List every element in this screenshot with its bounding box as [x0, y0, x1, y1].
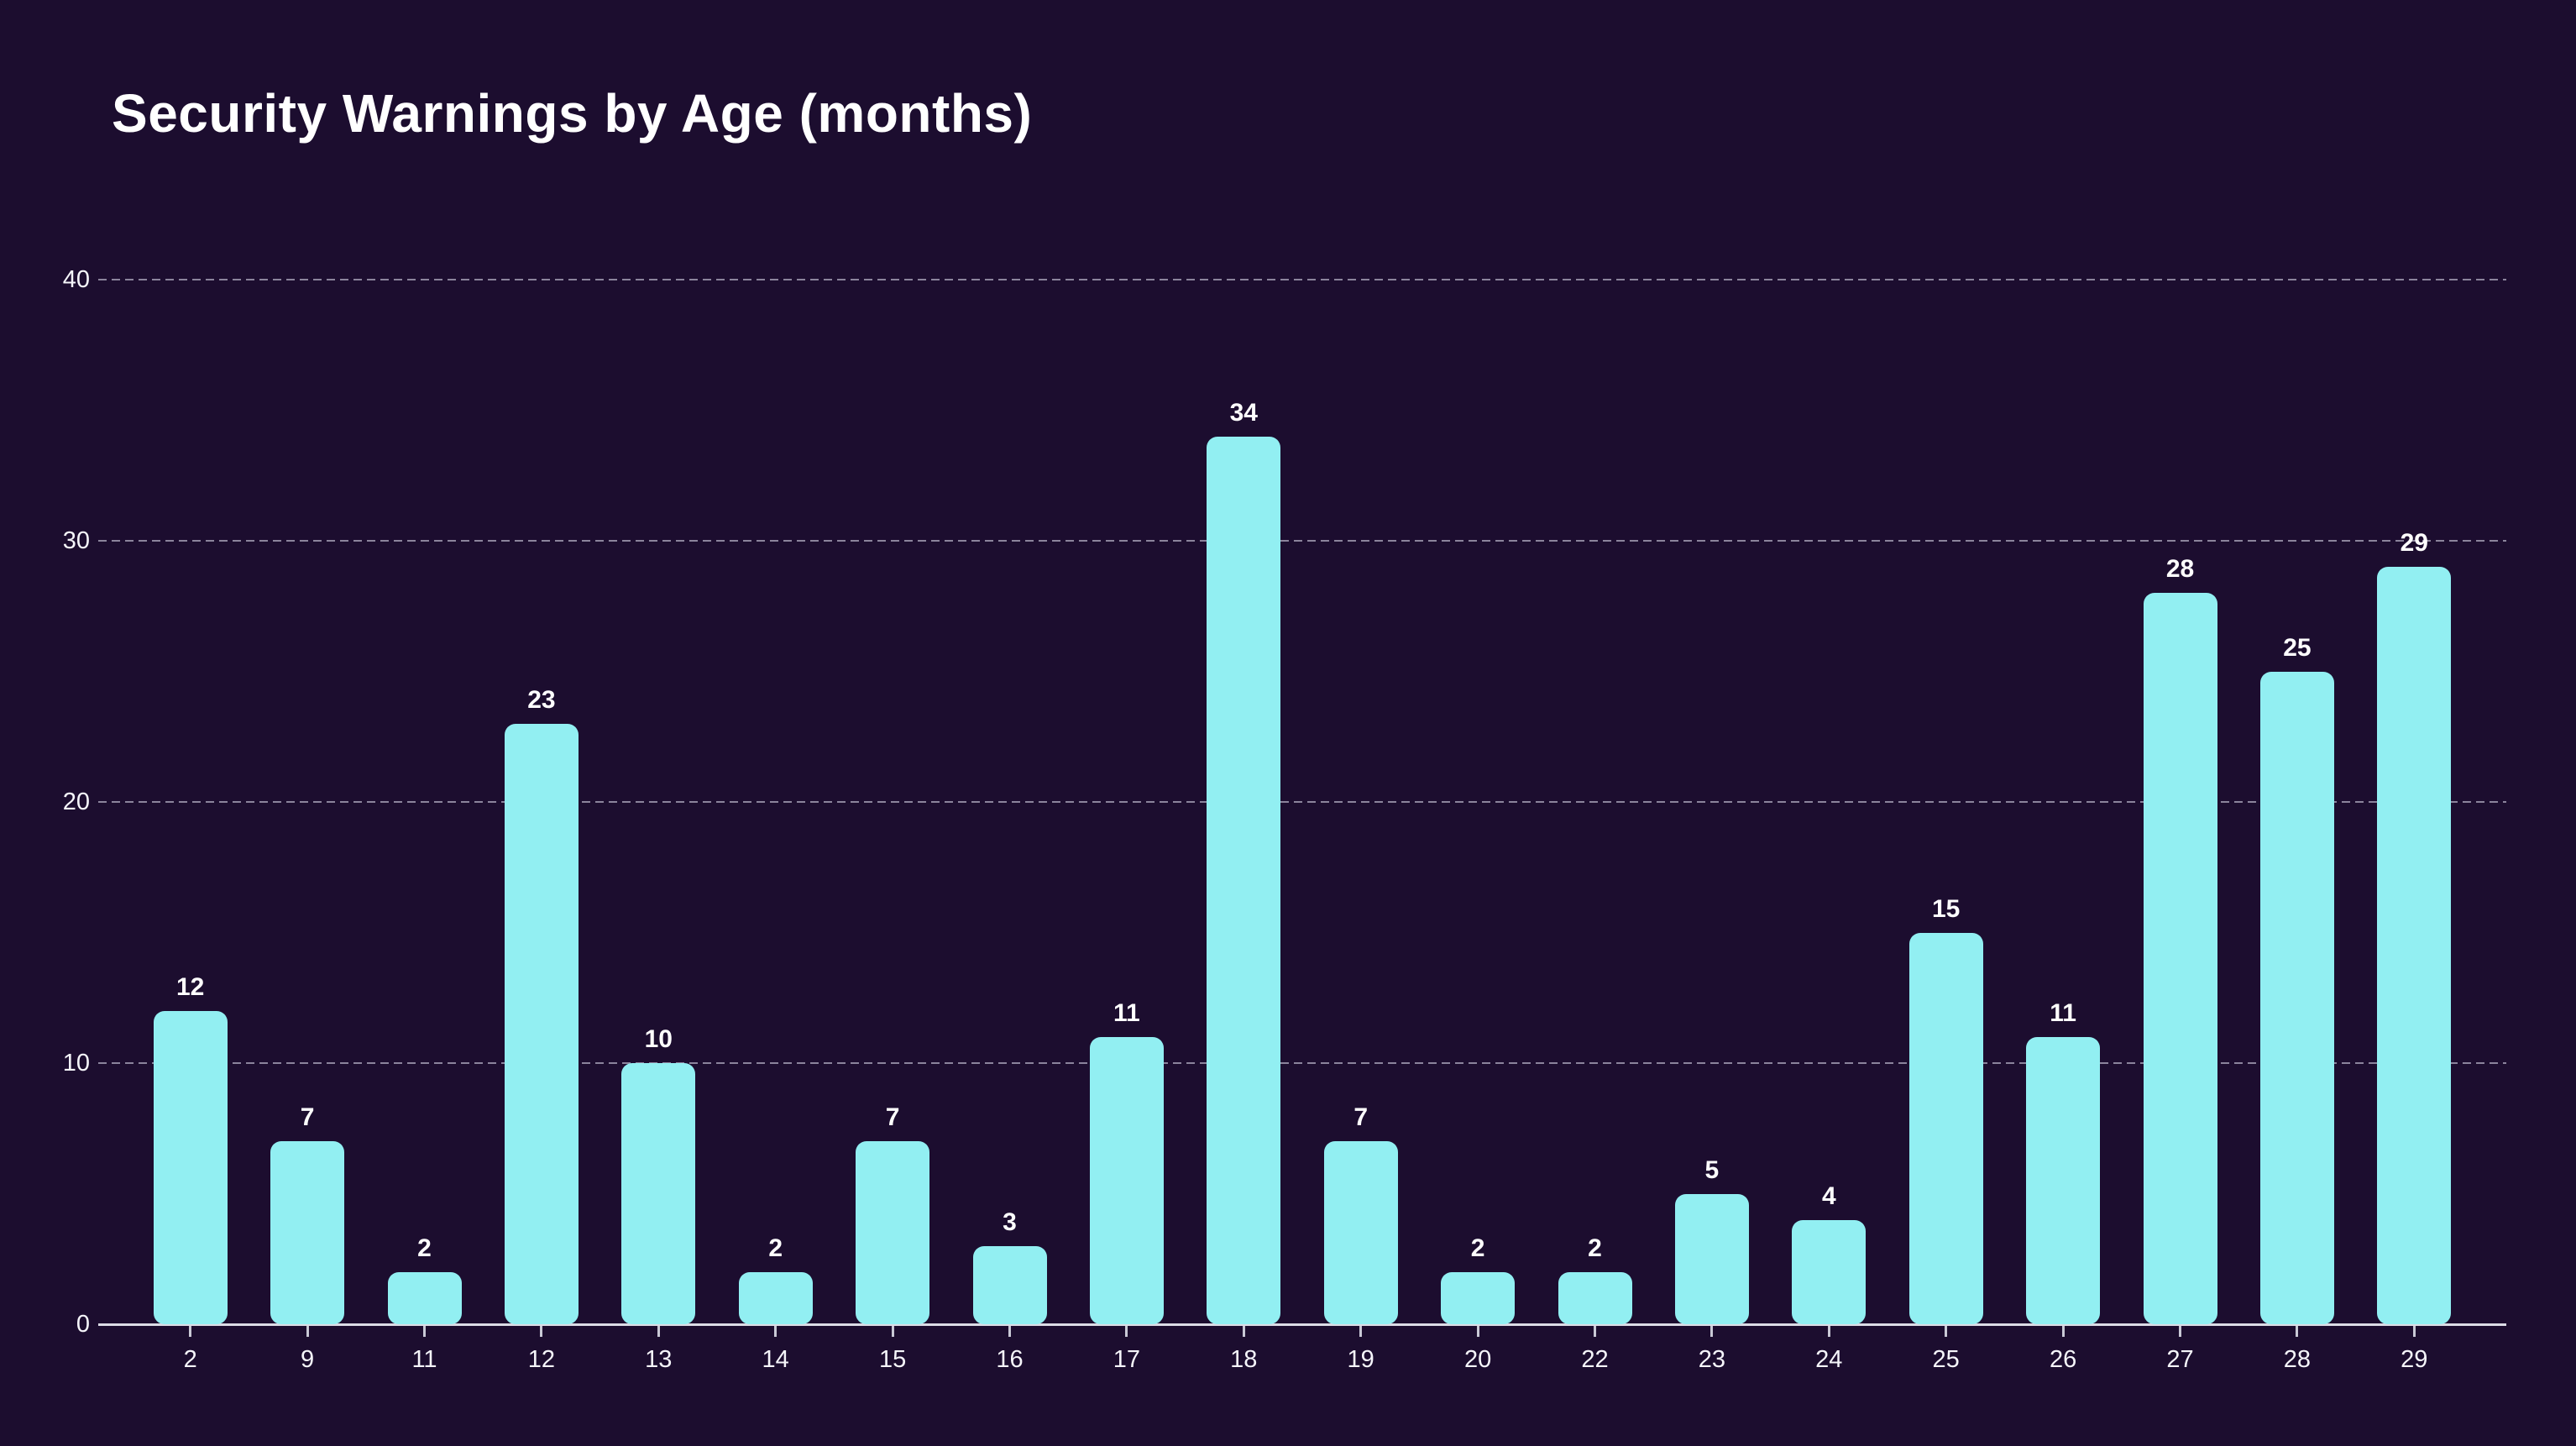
bar	[504, 723, 579, 1324]
x-tick-mark	[1945, 1326, 1948, 1337]
bar-value-label: 2	[768, 1234, 783, 1262]
y-tick-label: 40	[62, 266, 90, 293]
y-tick-label: 10	[62, 1050, 90, 1077]
x-tick-mark	[306, 1326, 309, 1337]
x-tick-mark	[1827, 1326, 1830, 1337]
x-tick-mark	[2061, 1326, 2065, 1337]
x-tick-label: 2	[183, 1346, 197, 1373]
bar	[1207, 436, 1281, 1324]
bar-value-label: 15	[1932, 894, 1961, 923]
x-tick-label: 15	[878, 1346, 907, 1373]
y-tick-label: 20	[62, 788, 90, 815]
bar	[153, 1010, 228, 1324]
x-tick-label: 12	[527, 1346, 556, 1373]
y-tick-label: 0	[76, 1311, 90, 1338]
bar-value-label: 7	[885, 1103, 900, 1132]
bar	[738, 1271, 813, 1324]
x-tick-label: 14	[762, 1346, 789, 1373]
x-tick-mark	[1242, 1326, 1245, 1337]
bar	[1089, 1036, 1164, 1324]
bar	[2026, 1036, 2101, 1324]
x-tick-label: 24	[1815, 1346, 1843, 1373]
bar-value-label: 29	[2400, 529, 2428, 558]
bar	[1674, 1193, 1749, 1324]
x-tick-label: 19	[1347, 1346, 1374, 1373]
bar	[1558, 1271, 1632, 1324]
x-tick-label: 22	[1581, 1346, 1609, 1373]
x-tick-mark	[2179, 1326, 2181, 1337]
bar-value-label: 2	[1470, 1234, 1485, 1262]
x-tick-mark	[891, 1326, 894, 1337]
x-tick-label: 20	[1463, 1346, 1492, 1373]
x-tick-label: 27	[2166, 1346, 2194, 1373]
bar	[2143, 593, 2217, 1324]
bar-value-label: 2	[1588, 1234, 1602, 1262]
bar	[2259, 671, 2334, 1324]
x-axis-line	[98, 1323, 2506, 1326]
bar-value-label: 11	[1113, 998, 1140, 1027]
bar-value-label: 34	[1229, 398, 1258, 427]
bar-value-label: 23	[527, 685, 556, 714]
bar-value-label: 7	[1353, 1103, 1369, 1132]
x-tick-label: 26	[2049, 1346, 2077, 1373]
x-tick-label: 11	[411, 1346, 437, 1373]
bar	[1792, 1219, 1867, 1324]
x-tick-mark	[1710, 1326, 1714, 1337]
bar	[621, 1063, 696, 1324]
x-tick-label: 23	[1698, 1346, 1726, 1373]
gridline-y-30	[98, 540, 2506, 542]
x-tick-label: 28	[2283, 1346, 2312, 1373]
bar-value-label: 7	[300, 1103, 315, 1132]
x-tick-mark	[2412, 1326, 2416, 1337]
x-tick-mark	[423, 1326, 426, 1337]
chart-title: Security Warnings by Age (months)	[112, 83, 1033, 144]
x-tick-label: 29	[2401, 1346, 2428, 1373]
bar	[387, 1271, 462, 1324]
x-tick-mark	[1476, 1326, 1479, 1337]
x-tick-mark	[1594, 1326, 1596, 1337]
gridline-y-10	[98, 1062, 2506, 1064]
x-tick-mark	[1008, 1326, 1011, 1337]
bar	[1323, 1141, 1398, 1324]
x-tick-mark	[2296, 1326, 2299, 1337]
x-tick-label: 25	[1932, 1346, 1960, 1373]
bar-value-label: 3	[1003, 1208, 1017, 1236]
bar	[1441, 1271, 1516, 1324]
bar	[2377, 567, 2452, 1324]
bar	[856, 1141, 930, 1324]
x-tick-label: 17	[1113, 1346, 1141, 1373]
x-tick-label: 16	[996, 1346, 1024, 1373]
x-tick-label: 18	[1230, 1346, 1258, 1373]
x-tick-label: 9	[301, 1346, 315, 1373]
bar-value-label: 25	[2283, 633, 2312, 662]
y-tick-label: 30	[62, 527, 90, 554]
bar-value-label: 28	[2165, 555, 2195, 584]
x-tick-mark	[1125, 1326, 1128, 1337]
bar	[972, 1245, 1047, 1324]
gridline-y-20	[98, 801, 2506, 803]
bar-value-label: 10	[644, 1025, 673, 1053]
x-tick-label: 13	[645, 1346, 673, 1373]
x-tick-mark	[540, 1326, 543, 1337]
bar-value-label: 5	[1704, 1155, 1720, 1184]
bar-value-label: 11	[2050, 998, 2076, 1027]
bar-value-label: 2	[417, 1234, 432, 1262]
gridline-y-40	[98, 279, 2506, 280]
bar	[1908, 932, 1983, 1324]
bar-value-label: 12	[176, 972, 205, 1001]
x-tick-mark	[774, 1326, 778, 1337]
bar-value-label: 4	[1821, 1181, 1836, 1210]
x-tick-mark	[189, 1326, 192, 1337]
x-tick-mark	[657, 1326, 660, 1337]
bar	[270, 1141, 345, 1324]
x-tick-mark	[1359, 1326, 1363, 1337]
